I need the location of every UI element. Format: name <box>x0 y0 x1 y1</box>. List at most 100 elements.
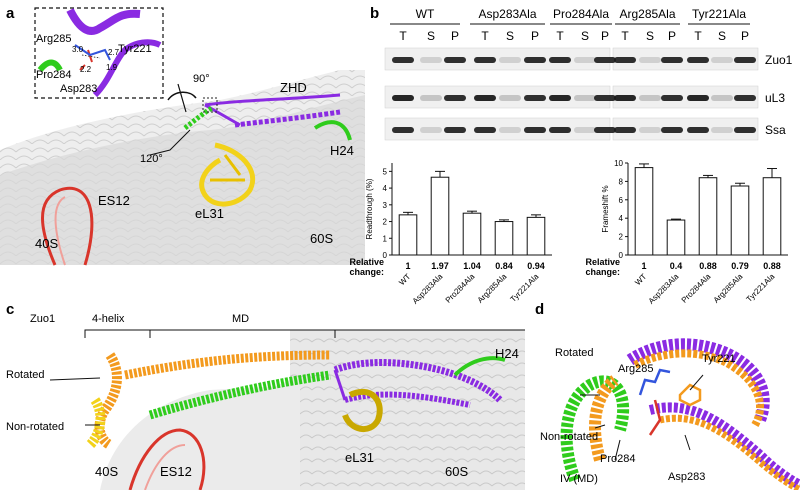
60s-label-c: 60S <box>445 464 468 479</box>
blot-band <box>574 95 596 101</box>
lane-letter: P <box>741 29 749 43</box>
category-label: Tyr221Ala <box>509 272 541 304</box>
blot-band <box>474 127 496 133</box>
blot-group-label: Arg285Ala <box>619 7 675 21</box>
blot-band <box>614 95 636 101</box>
panel-d <box>535 325 800 490</box>
nonrotated-label-d: Non-rotated <box>540 431 598 443</box>
blot-band <box>392 95 414 101</box>
blot-band <box>687 95 709 101</box>
blot-band <box>549 95 571 101</box>
y-tick-label: 10 <box>614 159 623 168</box>
blot-band <box>639 127 661 133</box>
es12-label-c: ES12 <box>160 464 192 479</box>
inset-tyr221-label: Tyr221 <box>118 43 152 55</box>
blot-band <box>420 127 442 133</box>
relative-change-value: 0.84 <box>495 261 513 271</box>
bar <box>666 219 686 256</box>
y-tick-label: 3 <box>383 201 388 210</box>
lane-letter: T <box>481 29 489 43</box>
blot-band <box>574 127 596 133</box>
es12-rna <box>41 186 94 266</box>
inset-pro284-label: Pro284 <box>36 69 71 81</box>
relative-change-label: Relative <box>349 257 384 267</box>
relative-change-value: 1 <box>405 261 410 271</box>
y-tick-label: 4 <box>619 214 624 223</box>
blot-band <box>444 57 466 63</box>
blot-band <box>661 127 683 133</box>
relative-change-value: 0.94 <box>527 261 545 271</box>
angle-90-label: 90° <box>193 73 210 85</box>
category-label: Asp283Ala <box>411 272 445 306</box>
blot-band <box>474 57 496 63</box>
distance-label: 1.9 <box>106 63 118 72</box>
blot-group-label: Tyr221Ala <box>692 7 746 21</box>
blot-band <box>734 95 756 101</box>
rotated-helix-d <box>589 375 619 462</box>
relative-change-value: 1.04 <box>463 261 481 271</box>
rotated-label-d: Rotated <box>555 347 594 359</box>
nonrotated-4helix <box>86 397 106 449</box>
blot-band <box>661 57 683 63</box>
blot-row-label: uL3 <box>765 91 785 105</box>
blot-band <box>499 95 521 101</box>
lane-letter: P <box>601 29 609 43</box>
blot-band <box>734 127 756 133</box>
relative-change-value: 0.88 <box>699 261 717 271</box>
blot-band <box>594 95 616 101</box>
h24-label: H24 <box>330 143 354 158</box>
angle-120-label: 120° <box>140 153 163 165</box>
y-tick-label: 6 <box>619 196 624 205</box>
category-label: WT <box>633 272 648 287</box>
y-axis-label: Readthrough (%) <box>365 178 374 239</box>
category-label: Asp283Ala <box>647 272 681 306</box>
relative-change-value: 0.4 <box>670 261 683 271</box>
arg285-label-d: Arg285 <box>618 363 653 375</box>
bar <box>430 176 450 256</box>
blot-band <box>614 57 636 63</box>
relative-change-value: 1.97 <box>431 261 449 271</box>
rotated-md-helix <box>124 350 331 380</box>
blot-row-label: Zuo1 <box>765 53 793 67</box>
4helix-domain-label: 4-helix <box>92 313 125 325</box>
blot-band <box>474 95 496 101</box>
blot-row-label: Ssa <box>765 123 786 137</box>
nonrotated-helix-d <box>560 375 630 483</box>
category-label: Pro284Ala <box>444 272 477 305</box>
blot-band <box>734 57 756 63</box>
bar <box>634 167 654 256</box>
pro284-label-d: Pro284 <box>600 453 635 465</box>
blot-band <box>444 127 466 133</box>
y-tick-label: 0 <box>383 251 388 260</box>
y-tick-label: 8 <box>619 177 624 186</box>
nonrotated-label-c: Non-rotated <box>6 421 64 433</box>
blot-band <box>524 57 546 63</box>
panel-c <box>0 325 525 490</box>
blot-band <box>687 127 709 133</box>
y-tick-label: 0 <box>619 251 624 260</box>
blot-band <box>499 127 521 133</box>
relative-change-value: 1 <box>641 261 646 271</box>
blot-band <box>711 127 733 133</box>
blot-group-label: Asp283Ala <box>478 7 536 21</box>
panel-a <box>0 0 365 266</box>
category-label: Arg285Ala <box>476 272 509 305</box>
panel-letter-c: c <box>6 301 14 318</box>
blot-band <box>594 127 616 133</box>
rotation-arrow <box>167 91 197 101</box>
relative-change-label: change: <box>585 267 620 277</box>
y-tick-label: 1 <box>383 234 388 243</box>
blot-band <box>661 95 683 101</box>
distance-label: 2.2 <box>80 65 92 74</box>
md-domain-label: MD <box>232 313 249 325</box>
40s-label: 40S <box>35 236 58 251</box>
blot-band <box>711 57 733 63</box>
inset-asp283-label: Asp283 <box>60 83 97 95</box>
h24-label-c: H24 <box>495 346 519 361</box>
zhd-helix <box>204 93 341 107</box>
blot-band <box>420 57 442 63</box>
relative-change-value: 0.79 <box>731 261 749 271</box>
blot-band <box>392 57 414 63</box>
y-tick-label: 4 <box>383 184 388 193</box>
